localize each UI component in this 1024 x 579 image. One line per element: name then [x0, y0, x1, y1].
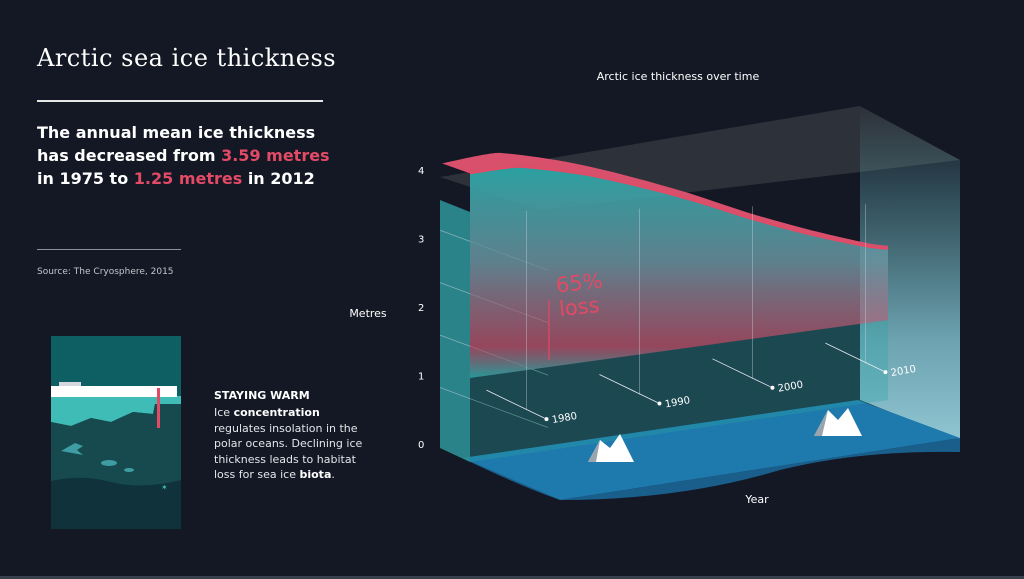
warm-text-2: regulates insolation in the polar oceans… [214, 421, 363, 482]
headline-text-2: in 1975 to [37, 169, 134, 188]
x-tick-leader-2010 [825, 342, 884, 372]
y-axis-label: Metres [349, 307, 387, 320]
headline-value-start: 3.59 metres [221, 146, 330, 165]
y-tick-label-3: 3 [418, 235, 424, 246]
x-tick-dot-1980 [544, 417, 549, 422]
x-tick-leader-1980 [486, 389, 545, 419]
y-tick-label-2: 2 [418, 303, 424, 314]
warm-text-3: . [331, 468, 335, 481]
x-axis-label: Year [744, 493, 769, 506]
ice-thickness-line [469, 165, 889, 250]
y-tick-label-4: 4 [418, 166, 424, 177]
title-divider [37, 100, 323, 102]
ice-thickness-chart: 65% loss Arctic ice thickness over time … [349, 70, 960, 506]
ocean-cross-section-illustration: ✶ [51, 336, 181, 529]
warm-text-1: Ice [214, 406, 234, 419]
chart-title: Arctic ice thickness over time [597, 70, 760, 83]
x-tick-dot-1990 [657, 401, 662, 406]
loss-annotation-word: loss [558, 293, 601, 321]
source-note: Source: The Cryosphere, 2015 [37, 267, 174, 277]
headline-value-end: 1.25 metres [133, 169, 243, 188]
x-tick-dot-2000 [770, 385, 775, 390]
staying-warm-title: STAYING WARM [214, 389, 310, 402]
headline: The annual mean ice thickness has decrea… [37, 121, 337, 190]
loss-marker [548, 300, 550, 360]
bottom-border [0, 576, 1024, 579]
x-tick-label-2010: 2010 [890, 364, 917, 379]
loss-annotation-percent: 65% [555, 269, 604, 298]
y-grid-line-1 [439, 387, 549, 428]
x-tick-label-1990: 1990 [664, 395, 691, 410]
x-tick-dot-2010 [883, 370, 888, 375]
ice-base-layer [470, 320, 888, 462]
x-tick-label-1980: 1980 [551, 411, 578, 426]
source-divider [37, 249, 181, 250]
iceberg-1 [588, 434, 634, 462]
page-title: Arctic sea ice thickness [37, 44, 337, 72]
chart-left-face [440, 200, 470, 462]
warm-bold-biota: biota [299, 468, 332, 481]
headline-text-3: in 2012 [242, 169, 315, 188]
x-tick-label-2000: 2000 [777, 380, 804, 395]
iceberg-2 [814, 408, 862, 436]
svg-text:✶: ✶ [161, 483, 168, 492]
x-tick-leader-1990 [599, 374, 658, 403]
ice-thickness-top-ribbon [442, 152, 888, 249]
chart-side-panel [860, 106, 960, 440]
x-axis-ticks: 1980 1990 2000 2010 [486, 204, 917, 426]
y-tick-label-0: 0 [418, 440, 424, 451]
ice-thickness-area [470, 166, 888, 378]
y-tick-label-1: 1 [418, 372, 424, 383]
x-tick-leader-2000 [712, 358, 771, 388]
y-axis-ticks: 0 1 2 3 4 [418, 166, 424, 451]
warm-bold-concentration: concentration [233, 406, 320, 419]
headline-text-1: The annual mean ice thickness has decrea… [37, 123, 316, 165]
staying-warm-body: Ice concentration regulates insolation i… [214, 405, 374, 483]
